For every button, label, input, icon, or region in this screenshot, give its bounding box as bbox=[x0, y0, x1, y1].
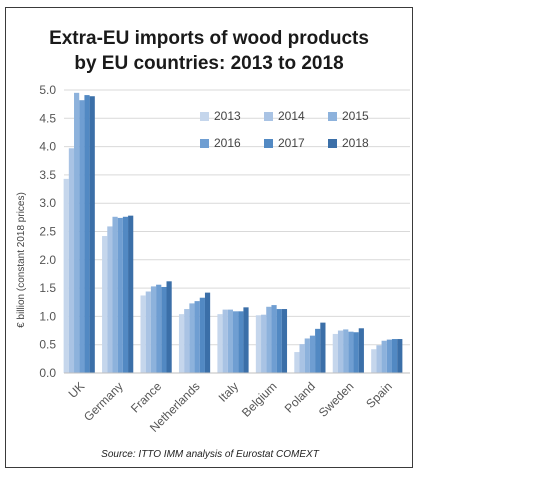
bar-france-2016 bbox=[156, 284, 162, 373]
bar-france-2015 bbox=[150, 286, 157, 373]
legend-swatch-2014 bbox=[264, 112, 273, 121]
bar-poland-2018 bbox=[320, 322, 326, 373]
y-tick-label: 4.0 bbox=[39, 140, 56, 154]
x-tick-label: Belgium bbox=[239, 379, 280, 420]
legend-swatch-2017 bbox=[264, 139, 273, 148]
y-tick-label: 3.0 bbox=[39, 196, 56, 210]
bar-poland-2013 bbox=[294, 352, 300, 373]
bar-belgium-2014 bbox=[261, 314, 267, 373]
bar-belgium-2016 bbox=[271, 305, 277, 373]
x-tick-label: Sweden bbox=[316, 379, 357, 420]
legend-swatch-2016 bbox=[200, 139, 209, 148]
legend-label-2016: 2016 bbox=[214, 136, 241, 150]
chart-title: Extra-EU imports of wood products by EU … bbox=[0, 26, 418, 76]
y-tick-label: 0.0 bbox=[39, 366, 56, 380]
bar-germany-2018 bbox=[128, 215, 134, 373]
x-tick-label: France bbox=[128, 379, 165, 416]
chart-title-line1: Extra-EU imports of wood products bbox=[49, 28, 369, 49]
legend-label-2015: 2015 bbox=[342, 109, 369, 123]
bar-netherlands-2014 bbox=[184, 309, 190, 373]
bar-germany-2016 bbox=[117, 217, 123, 373]
bar-spain-2016 bbox=[386, 339, 392, 373]
bar-uk-2016 bbox=[79, 100, 85, 374]
bar-sweden-2015 bbox=[343, 329, 349, 373]
bar-france-2014 bbox=[145, 291, 151, 373]
bar-uk-2017 bbox=[84, 95, 90, 374]
bar-germany-2017 bbox=[122, 216, 129, 373]
bar-france-2013 bbox=[140, 295, 146, 373]
legend-swatch-2015 bbox=[328, 112, 337, 121]
x-tick-label: Germany bbox=[81, 379, 126, 424]
bar-france-2017 bbox=[161, 286, 167, 373]
bar-germany-2014 bbox=[107, 226, 113, 373]
x-tick-label: Spain bbox=[363, 379, 395, 411]
legend-swatch-2018 bbox=[328, 139, 337, 148]
legend-label-2017: 2017 bbox=[278, 136, 305, 150]
y-tick-label: 0.5 bbox=[39, 338, 56, 352]
legend-label-2013: 2013 bbox=[214, 109, 241, 123]
y-tick-label: 5.0 bbox=[39, 83, 56, 97]
bar-italy-2016 bbox=[233, 311, 239, 373]
x-tick-label: Poland bbox=[282, 379, 318, 415]
y-tick-label: 4.5 bbox=[39, 111, 56, 125]
x-tick-label: UK bbox=[66, 379, 88, 401]
bar-italy-2014 bbox=[222, 309, 228, 373]
bar-italy-2015 bbox=[227, 309, 233, 373]
y-tick-label: 2.5 bbox=[39, 225, 56, 239]
bar-netherlands-2015 bbox=[189, 303, 195, 373]
bar-sweden-2014 bbox=[337, 330, 344, 373]
bar-germany-2015 bbox=[112, 216, 118, 373]
bar-poland-2017 bbox=[315, 328, 321, 373]
bar-italy-2013 bbox=[217, 314, 223, 373]
y-tick-label: 3.5 bbox=[39, 168, 56, 182]
bar-belgium-2018 bbox=[281, 309, 288, 373]
bar-belgium-2017 bbox=[276, 309, 282, 373]
bar-uk-2014 bbox=[68, 148, 75, 373]
bar-belgium-2015 bbox=[266, 306, 272, 373]
chart-source-note: Source: ITTO IMM analysis of Eurostat CO… bbox=[101, 449, 319, 460]
bar-italy-2017 bbox=[238, 311, 244, 373]
bar-spain-2015 bbox=[381, 340, 387, 373]
y-tick-label: 1.0 bbox=[39, 309, 56, 323]
y-tick-label: 1.5 bbox=[39, 281, 56, 295]
bar-uk-2018 bbox=[89, 96, 95, 373]
bar-germany-2013 bbox=[102, 236, 108, 373]
bar-france-2018 bbox=[166, 281, 172, 373]
bar-netherlands-2018 bbox=[204, 292, 211, 373]
bar-spain-2013 bbox=[371, 349, 377, 373]
bar-sweden-2016 bbox=[348, 331, 354, 373]
legend-swatch-2013 bbox=[200, 112, 209, 121]
bar-uk-2013 bbox=[63, 178, 69, 373]
bar-poland-2014 bbox=[299, 344, 305, 373]
bar-uk-2015 bbox=[74, 92, 80, 373]
bar-poland-2016 bbox=[309, 335, 316, 373]
bar-spain-2018 bbox=[397, 339, 403, 373]
chart-title-line2: by EU countries: 2013 to 2018 bbox=[74, 53, 344, 74]
y-axis-label: € billion (constant 2018 prices) bbox=[16, 192, 27, 328]
bar-italy-2018 bbox=[243, 307, 249, 373]
bar-sweden-2018 bbox=[358, 328, 364, 373]
bar-spain-2014 bbox=[376, 345, 382, 373]
bar-poland-2015 bbox=[304, 338, 310, 373]
bar-sweden-2013 bbox=[332, 333, 338, 373]
bar-netherlands-2016 bbox=[194, 301, 200, 373]
bar-netherlands-2017 bbox=[199, 297, 205, 373]
bar-netherlands-2013 bbox=[178, 314, 185, 373]
bar-sweden-2017 bbox=[353, 332, 359, 373]
bar-belgium-2013 bbox=[255, 315, 262, 373]
legend-label-2014: 2014 bbox=[278, 109, 305, 123]
legend-label-2018: 2018 bbox=[342, 136, 369, 150]
y-tick-label: 2.0 bbox=[39, 253, 56, 267]
bar-spain-2017 bbox=[391, 339, 398, 373]
x-tick-label: Italy bbox=[216, 379, 241, 404]
